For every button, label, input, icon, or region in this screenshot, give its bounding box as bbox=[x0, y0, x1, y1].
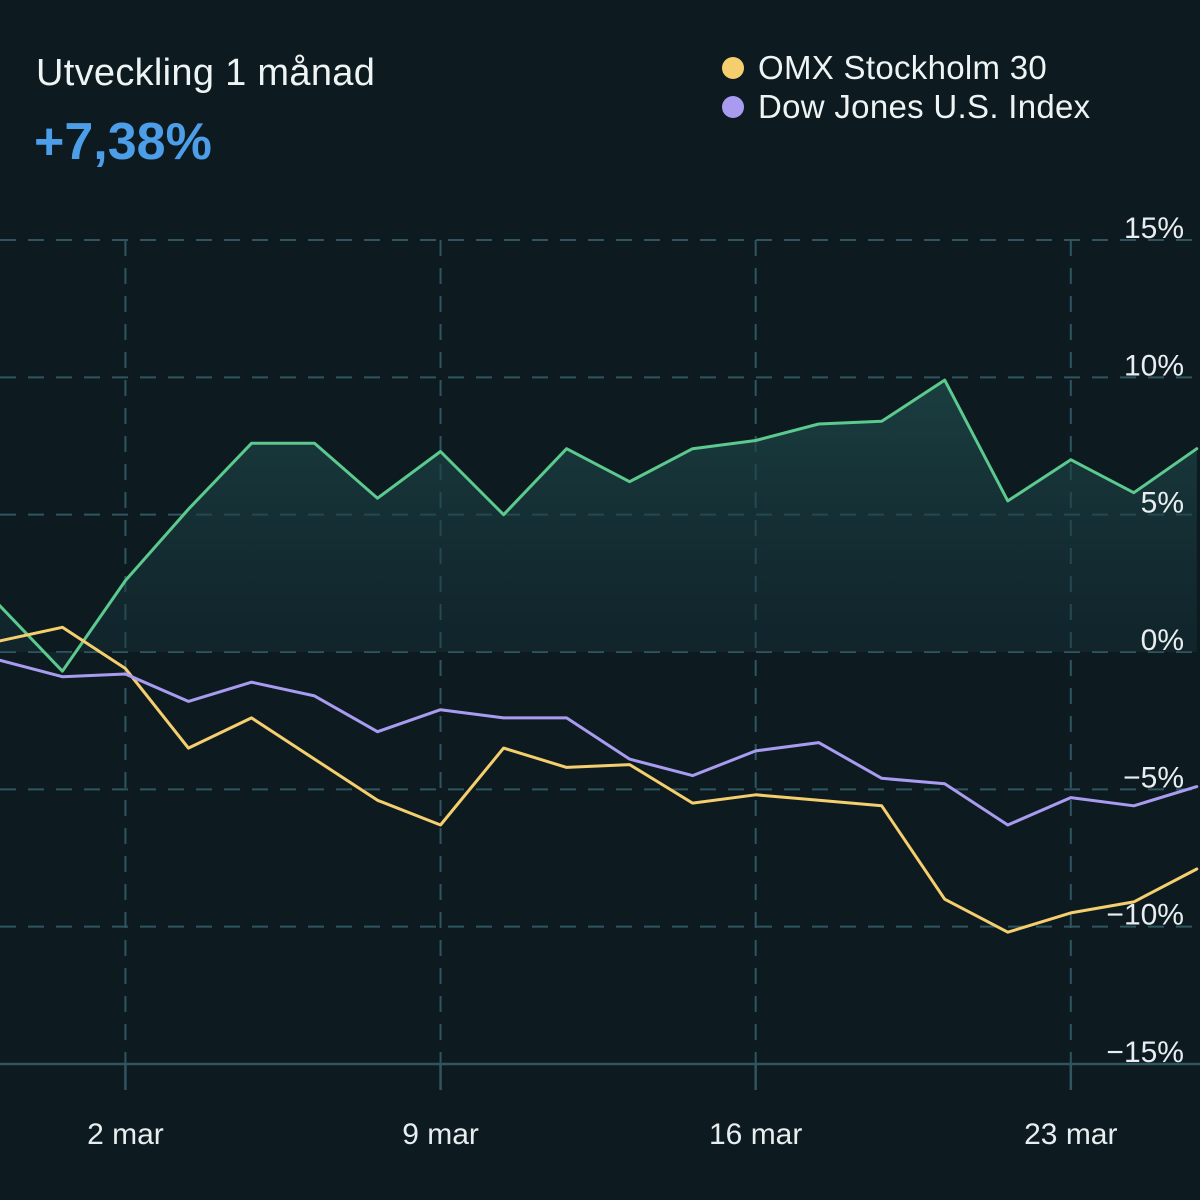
y-tick-label: −15% bbox=[1106, 1036, 1184, 1069]
y-tick-label: −5% bbox=[1123, 761, 1184, 794]
x-tick-label: 9 mar bbox=[402, 1118, 479, 1151]
x-tick-label: 16 mar bbox=[709, 1118, 802, 1151]
y-tick-label: 5% bbox=[1141, 487, 1184, 520]
legend-label-omx: OMX Stockholm 30 bbox=[758, 48, 1048, 86]
legend-label-dow: Dow Jones U.S. Index bbox=[758, 87, 1091, 125]
legend-item-dow: Dow Jones U.S. Index bbox=[722, 87, 1091, 126]
y-tick-label: 15% bbox=[1124, 212, 1184, 245]
performance-change: +7,38% bbox=[34, 113, 212, 171]
series-line-0[interactable] bbox=[0, 378, 1199, 673]
y-tick-label: 10% bbox=[1124, 349, 1184, 382]
series-area-0 bbox=[0, 380, 1197, 672]
legend: OMX Stockholm 30 Dow Jones U.S. Index bbox=[722, 48, 1091, 126]
x-tick-label: 2 mar bbox=[87, 1118, 164, 1151]
area-layer bbox=[0, 380, 1197, 672]
x-axis-labels: 2 mar 9 mar 16 mar 23 mar bbox=[87, 1118, 1117, 1151]
grid bbox=[0, 239, 1200, 1090]
x-tick-label: 23 mar bbox=[1024, 1118, 1117, 1151]
line-layer bbox=[0, 378, 1199, 934]
chart-title: Utveckling 1 månad bbox=[36, 52, 376, 94]
legend-dot-dow bbox=[722, 95, 744, 118]
y-tick-label: −10% bbox=[1106, 899, 1184, 932]
legend-item-omx: OMX Stockholm 30 bbox=[722, 48, 1091, 87]
y-tick-label: 0% bbox=[1141, 624, 1184, 657]
legend-dot-omx bbox=[722, 56, 744, 79]
series-line-2[interactable] bbox=[0, 658, 1199, 827]
y-axis-labels: 15% 10% 5% 0% −5% −10% −15% bbox=[1106, 212, 1184, 1069]
series-line-1[interactable] bbox=[0, 625, 1199, 934]
